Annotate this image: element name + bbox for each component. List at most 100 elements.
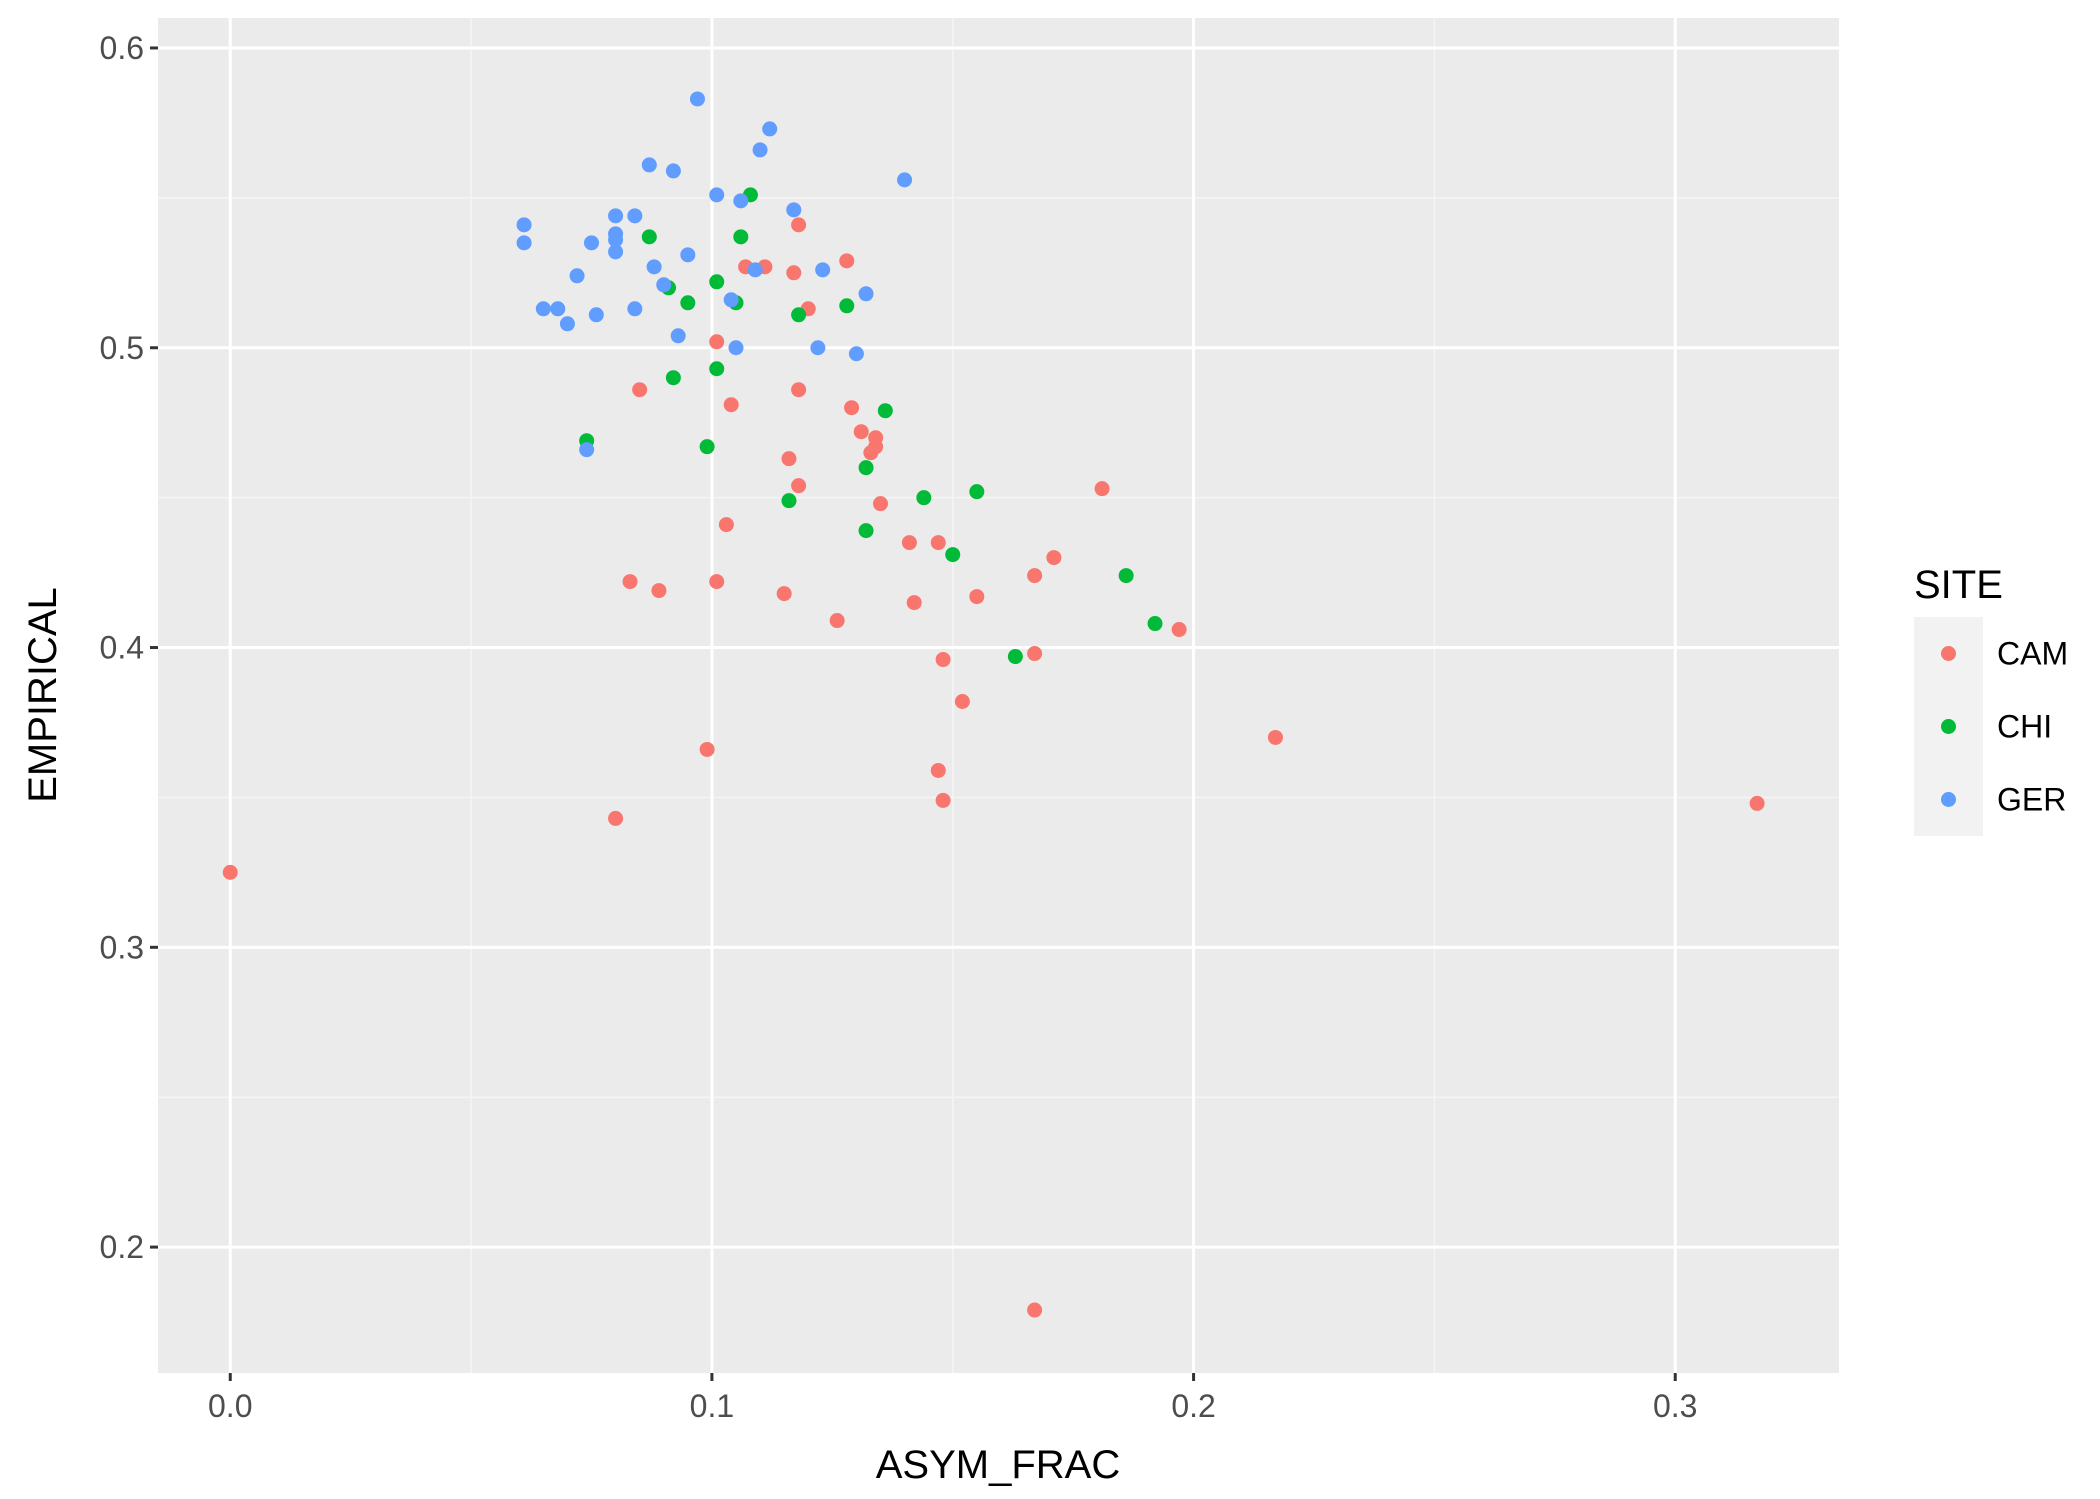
point-chi	[1118, 568, 1134, 584]
x-tick-label: 0.1	[690, 1388, 734, 1424]
point-ger	[848, 346, 864, 362]
point-cam	[1046, 550, 1062, 566]
point-ger	[646, 259, 662, 275]
point-cam	[1267, 729, 1283, 745]
x-tick-labels: 0.0 0.1 0.2 0.3	[208, 1388, 1697, 1424]
legend-marker	[1941, 792, 1956, 807]
point-cam	[781, 451, 797, 467]
point-chi	[709, 361, 725, 377]
point-cam	[776, 586, 792, 602]
point-ger	[858, 286, 874, 302]
point-ger	[535, 301, 551, 317]
point-cam	[608, 810, 624, 826]
point-chi	[945, 547, 961, 563]
point-cam	[718, 517, 734, 533]
point-ger	[733, 193, 749, 209]
point-cam	[791, 382, 807, 398]
legend-item-cam: CAM	[1914, 617, 2068, 690]
point-ger	[656, 277, 672, 293]
point-cam	[853, 424, 869, 440]
y-tick-label: 0.2	[100, 1229, 144, 1265]
point-chi	[680, 295, 696, 311]
point-ger	[762, 121, 778, 137]
point-cam	[868, 430, 884, 446]
point-cam	[935, 792, 951, 808]
point-cam	[1171, 622, 1187, 638]
point-ger	[680, 247, 696, 263]
x-tick-label: 0.2	[1171, 1388, 1215, 1424]
legend-label: GER	[1997, 782, 2066, 818]
plot-panel	[158, 18, 1839, 1373]
point-cam	[1027, 646, 1043, 662]
point-ger	[627, 301, 643, 317]
point-cam	[969, 589, 985, 605]
y-tick-labels: 0.2 0.3 0.4 0.5 0.6	[100, 30, 144, 1265]
point-ger	[608, 244, 624, 260]
y-tick-label: 0.3	[100, 929, 144, 965]
point-ger	[670, 328, 686, 344]
legend-marker	[1941, 719, 1956, 734]
point-cam	[786, 265, 802, 281]
grid-major	[158, 18, 1839, 1373]
point-ger	[728, 340, 744, 356]
point-chi	[1147, 616, 1163, 632]
point-ger	[588, 307, 604, 323]
point-cam	[839, 253, 855, 269]
point-ger	[665, 163, 681, 179]
point-cam	[1027, 568, 1043, 584]
point-chi	[858, 523, 874, 539]
y-tick-label: 0.6	[100, 30, 144, 66]
point-cam	[222, 864, 238, 880]
grid-minor	[158, 18, 1839, 1373]
point-cam	[709, 574, 725, 590]
point-chi	[665, 370, 681, 386]
point-cam	[632, 382, 648, 398]
point-cam	[930, 762, 946, 778]
point-cam	[709, 334, 725, 350]
point-ger	[516, 235, 532, 251]
legend-item-ger: GER	[1914, 763, 2066, 836]
point-ger	[897, 172, 913, 188]
point-ger	[608, 232, 624, 248]
point-ger	[550, 301, 566, 317]
point-chi	[877, 403, 893, 419]
legend-marker	[1941, 646, 1956, 661]
point-cam	[1094, 481, 1110, 497]
point-ger	[583, 235, 599, 251]
point-cam	[723, 397, 739, 413]
point-ger	[627, 208, 643, 224]
point-cam	[791, 478, 807, 494]
point-chi	[1007, 649, 1023, 665]
legend-label: CAM	[1997, 636, 2068, 672]
axis-ticks	[150, 46, 1677, 1381]
point-ger	[815, 262, 831, 278]
point-cam	[622, 574, 638, 590]
y-tick-label: 0.5	[100, 330, 144, 366]
point-cam	[954, 693, 970, 709]
point-ger	[559, 316, 575, 332]
point-ger	[723, 292, 739, 308]
point-cam	[901, 535, 917, 551]
series-cam	[222, 217, 1765, 1318]
point-chi	[733, 229, 749, 245]
point-cam	[699, 741, 715, 757]
x-tick-label: 0.3	[1653, 1388, 1697, 1424]
point-ger	[689, 91, 705, 107]
y-tick-label: 0.4	[100, 630, 144, 666]
y-axis-title: EMPIRICAL	[21, 587, 65, 803]
series-chi	[579, 187, 1163, 665]
point-ger	[786, 202, 802, 218]
point-cam	[791, 217, 807, 233]
point-cam	[930, 535, 946, 551]
point-cam	[651, 583, 667, 599]
point-cam	[935, 652, 951, 668]
point-cam	[829, 613, 845, 629]
point-chi	[791, 307, 807, 323]
point-ger	[569, 268, 585, 284]
point-ger	[709, 187, 725, 203]
point-ger	[608, 208, 624, 224]
point-chi	[709, 274, 725, 290]
x-axis-title: ASYM_FRAC	[876, 1443, 1121, 1487]
data-points	[222, 91, 1765, 1318]
